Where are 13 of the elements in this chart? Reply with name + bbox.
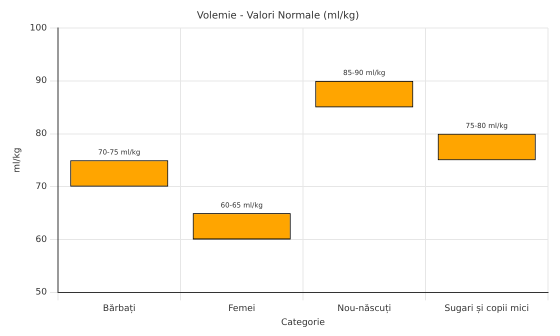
y-tick-label: 90 <box>36 76 48 86</box>
x-tick-label: Femei <box>228 304 256 314</box>
y-tick-label: 70 <box>36 182 48 192</box>
x-tick-label: Nou-născuți <box>337 304 392 314</box>
chart-title: Volemie - Valori Normale (ml/kg) <box>196 10 360 22</box>
y-tick-label: 80 <box>36 129 48 140</box>
y-axis-title: ml/kg <box>12 148 23 173</box>
y-tick-label: 50 <box>36 288 48 298</box>
x-tick-label: Sugari și copii mici <box>444 304 530 314</box>
y-tick-label: 100 <box>30 23 48 34</box>
x-axis-title: Categorie <box>281 318 326 328</box>
y-tick-label: 60 <box>36 234 48 245</box>
x-tick-label: Bărbați <box>102 304 136 314</box>
